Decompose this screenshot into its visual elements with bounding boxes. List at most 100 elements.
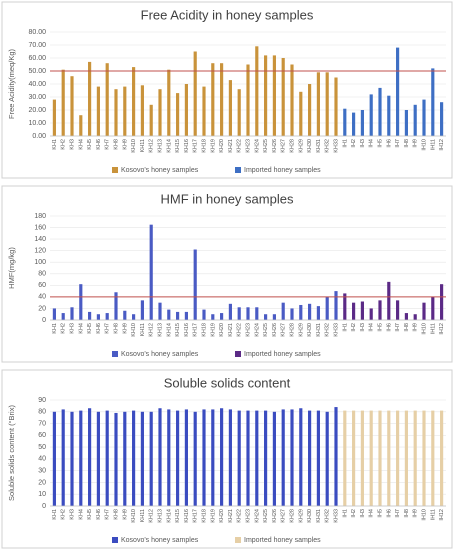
bar	[413, 410, 417, 506]
x-tick-label: KH10	[131, 509, 137, 523]
bar	[334, 407, 338, 506]
y-axis-label: Soluble solids content (°Brix)	[7, 405, 16, 501]
bar	[308, 410, 312, 506]
x-tick-label: KH1	[52, 509, 58, 520]
x-tick-label: IH11	[430, 139, 436, 150]
bar	[79, 410, 83, 506]
x-tick-label: KH22	[237, 139, 243, 153]
x-tick-label: KH33	[333, 139, 339, 153]
x-tick-label: KH21	[228, 509, 234, 523]
x-tick-label: IH1	[342, 509, 348, 518]
legend-label: Kosovo's honey samples	[121, 351, 199, 358]
x-tick-label: KH24	[254, 509, 260, 523]
x-tick-label: KH27	[281, 323, 287, 337]
x-tick-label: KH30	[307, 323, 313, 337]
x-tick-label: IH1	[342, 323, 348, 332]
x-tick-label: KH5	[87, 139, 93, 150]
bar	[440, 284, 444, 320]
x-tick-label: KH11	[140, 139, 146, 152]
x-tick-label: KH3	[69, 509, 75, 520]
bar	[52, 411, 56, 506]
bar	[378, 410, 382, 506]
x-tick-label: KH32	[325, 139, 331, 153]
x-tick-label: KH1	[52, 323, 58, 334]
bar	[404, 313, 408, 320]
bar	[105, 313, 109, 320]
x-tick-label: IH2	[351, 323, 357, 332]
y-tick-label: 20.00	[28, 107, 46, 114]
x-tick-label: KH24	[254, 139, 260, 153]
legend-swatch	[112, 167, 118, 173]
bar	[325, 296, 329, 320]
y-axis-label: HMF(mg/kg)	[7, 247, 16, 289]
x-tick-label: KH26	[272, 139, 278, 153]
x-tick-label: IH7	[395, 509, 401, 518]
bar	[299, 91, 303, 136]
legend-label: Kosovo's honey samples	[121, 167, 199, 174]
bar	[316, 410, 320, 506]
x-tick-label: KH19	[210, 323, 216, 337]
x-tick-label: IH4	[369, 323, 375, 332]
bar	[123, 86, 127, 136]
bar	[308, 303, 312, 320]
x-tick-label: KH3	[69, 139, 75, 150]
x-tick-label: IH4	[369, 509, 375, 518]
x-tick-label: KH26	[272, 323, 278, 337]
y-tick-label: 20	[38, 305, 46, 312]
bar	[378, 300, 382, 320]
bar	[431, 410, 435, 506]
chart-title: HMF in honey samples	[161, 191, 294, 206]
x-tick-label: KH33	[333, 509, 339, 523]
x-tick-label: KH14	[166, 509, 172, 523]
y-tick-label: 40	[38, 456, 46, 463]
x-tick-label: KH5	[87, 509, 93, 520]
bar	[396, 47, 400, 136]
bar	[202, 86, 206, 136]
bar	[369, 410, 373, 506]
x-tick-label: KH18	[201, 323, 207, 337]
bar	[413, 104, 417, 136]
bar	[272, 411, 276, 506]
bar	[70, 76, 74, 136]
y-tick-label: 60.00	[28, 55, 46, 62]
x-tick-label: KH18	[201, 139, 207, 153]
x-tick-label: IH1	[342, 139, 348, 148]
x-tick-label: IH9	[413, 323, 419, 332]
x-tick-label: KH6	[96, 139, 102, 150]
legend-swatch	[235, 167, 241, 173]
bar	[167, 309, 171, 320]
y-tick-label: 0.00	[32, 133, 46, 140]
x-tick-label: KH31	[316, 139, 322, 153]
bar	[79, 284, 83, 320]
bar	[61, 313, 65, 320]
bar	[237, 307, 241, 320]
bar	[352, 410, 356, 506]
bar	[211, 409, 215, 506]
x-tick-label: IH6	[386, 139, 392, 148]
x-tick-label: KH23	[245, 509, 251, 523]
y-tick-label: 100	[34, 259, 46, 266]
bar	[264, 410, 268, 506]
legend-label: Kosovo's honey samples	[121, 537, 199, 544]
y-tick-label: 30.00	[28, 94, 46, 101]
bar	[272, 314, 276, 320]
bar	[140, 300, 144, 320]
y-tick-label: 0	[42, 317, 46, 324]
x-tick-label: IH7	[395, 323, 401, 332]
bar	[228, 303, 232, 320]
bar	[88, 408, 92, 506]
bar	[387, 410, 391, 506]
y-tick-label: 80.00	[28, 29, 46, 36]
x-tick-label: KH31	[316, 323, 322, 337]
x-tick-label: KH4	[78, 509, 84, 520]
bar	[246, 410, 250, 506]
bar	[167, 409, 171, 506]
x-tick-label: IH10	[421, 139, 427, 151]
x-tick-label: KH12	[149, 509, 155, 523]
x-tick-label: KH11	[140, 323, 146, 336]
bar	[193, 249, 197, 320]
bar	[360, 410, 364, 506]
bar	[114, 292, 118, 320]
bar	[246, 64, 250, 136]
